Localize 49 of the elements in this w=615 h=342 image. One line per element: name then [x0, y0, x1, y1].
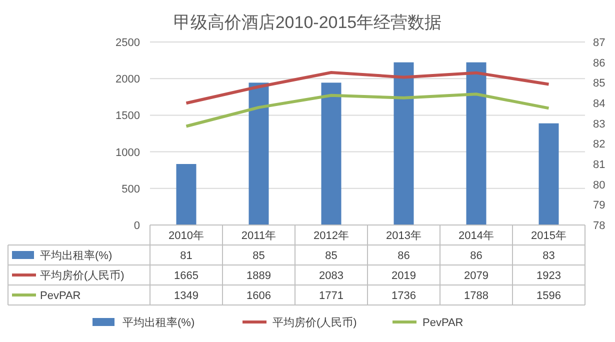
x-tick-label: 2012年 — [314, 230, 349, 242]
y-tick-label: 2000 — [116, 74, 140, 86]
data-label: 1349 — [174, 290, 198, 302]
data-label: 1665 — [174, 270, 198, 282]
data-label: 86 — [470, 250, 482, 262]
y-tick-label: 500 — [122, 183, 140, 196]
y2-tick-label: 87 — [593, 37, 606, 49]
data-label: 1889 — [246, 270, 271, 282]
y-tick-label: 0 — [134, 220, 140, 232]
text: 平均房价(人民币) — [272, 317, 357, 329]
y2-tick-label: 85 — [593, 78, 606, 90]
data-label: 1736 — [392, 290, 416, 302]
y2-tick-label: 78 — [593, 220, 606, 232]
y-tick-label: 1500 — [116, 110, 140, 122]
y2-tick-label: 80 — [593, 179, 606, 192]
y-tick-label: 1000 — [116, 146, 140, 159]
x-tick-label: 2014年 — [458, 230, 494, 242]
y-tick-label: 2500 — [116, 37, 140, 49]
x-tick-label: 2010年 — [168, 230, 204, 242]
data-label: 2019 — [392, 270, 416, 282]
data-label: 83 — [542, 250, 555, 262]
data-label: 1923 — [536, 270, 561, 282]
chart-title: 甲级高价酒店2010-2015年经营数据 — [173, 13, 442, 32]
data-label: 86 — [398, 250, 410, 262]
line-series — [184, 71, 550, 105]
data-label: 1771 — [319, 290, 344, 302]
y2-tick-label: 79 — [593, 200, 606, 212]
data-label: 85 — [252, 250, 265, 262]
text: 平均出租率(%) — [122, 317, 195, 329]
legend-label: 平均房价(人民币) — [40, 269, 124, 282]
data-label: 1788 — [464, 290, 488, 302]
text: PevPAR — [40, 290, 81, 302]
legend-label: PevPAR — [422, 317, 464, 329]
x-tick-label: 2015年 — [531, 230, 566, 242]
x-tick-label: 2013年 — [386, 230, 422, 242]
data-label: 2079 — [464, 270, 488, 282]
data-label: 85 — [325, 250, 338, 262]
x-tick-label: 2011年 — [241, 230, 276, 242]
y2-tick-label: 81 — [593, 159, 606, 171]
data-label: 2083 — [319, 270, 344, 282]
data-label: 81 — [180, 250, 192, 262]
legend-label: 平均出租率(%) — [40, 249, 112, 262]
y2-tick-label: 82 — [593, 138, 606, 151]
y2-tick-label: 86 — [593, 57, 606, 70]
data-label: 1596 — [536, 290, 561, 302]
line-series — [184, 92, 550, 128]
y2-tick-label: 83 — [593, 118, 606, 130]
data-label: 1606 — [246, 290, 271, 302]
y2-tick-label: 84 — [593, 98, 606, 110]
